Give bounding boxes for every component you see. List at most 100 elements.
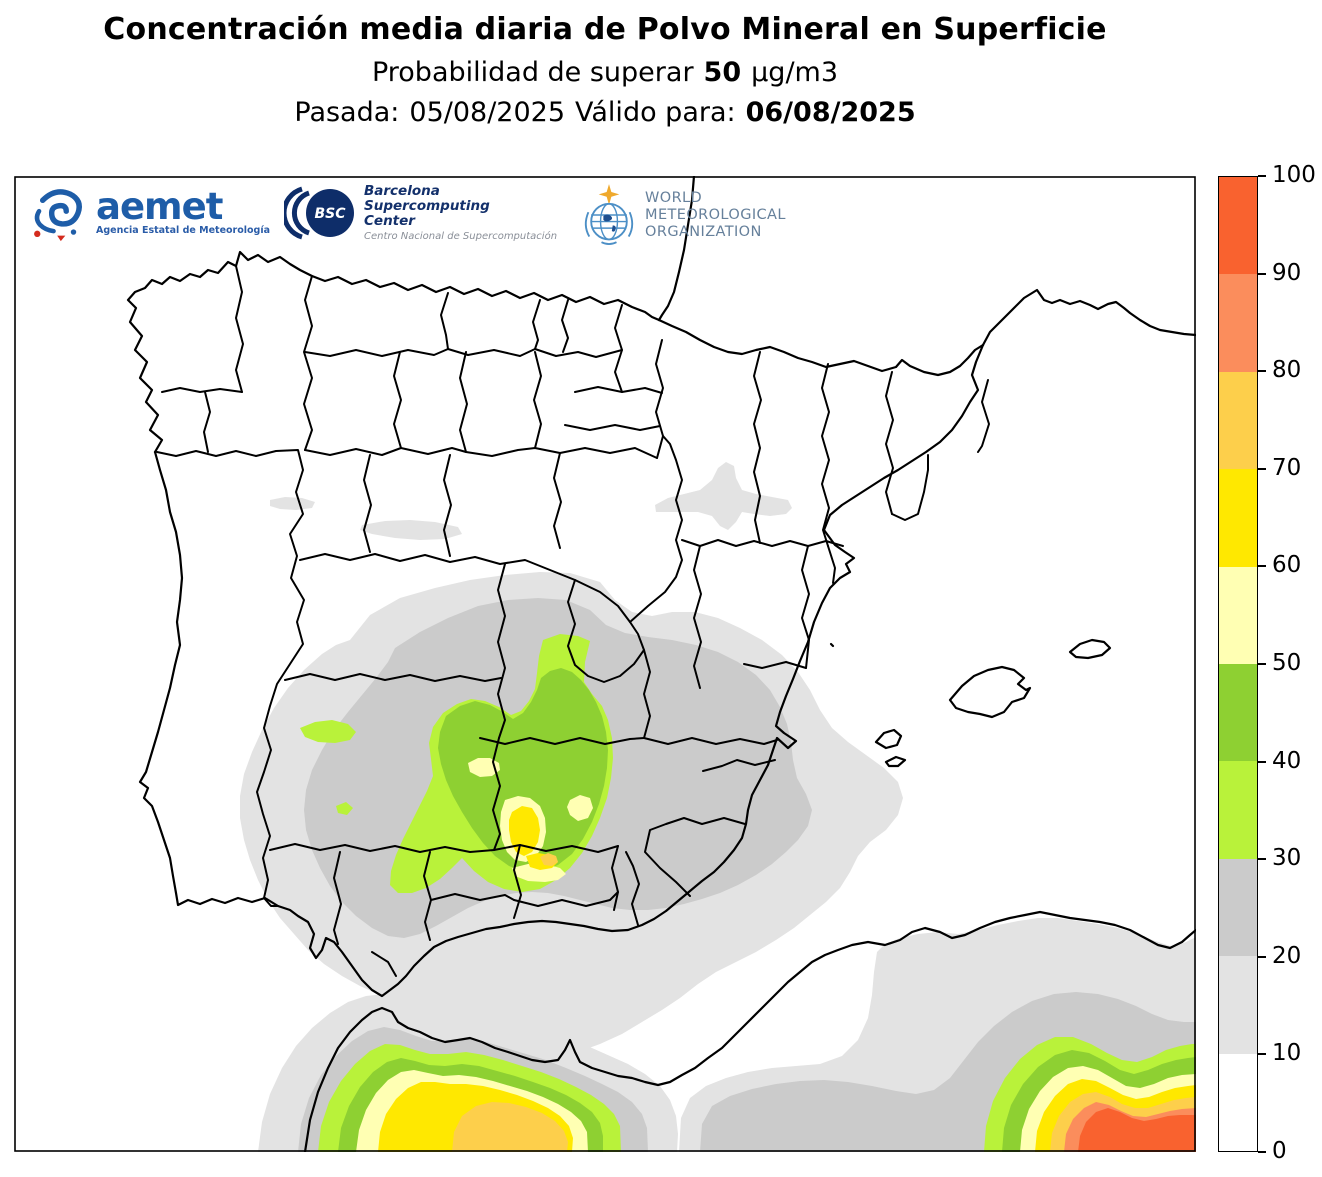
map-frame: aemet Agencia Estatal de Meteorología BS… xyxy=(14,176,1196,1152)
border-cordoba-malaga xyxy=(430,893,515,901)
border-huelva-sevilla xyxy=(333,851,342,945)
colorbar-label-100: 100 xyxy=(1272,161,1316,188)
border-rioja-south xyxy=(564,424,661,431)
colorbar-label-60: 60 xyxy=(1272,552,1302,579)
island-menorca xyxy=(1068,638,1112,660)
colorbar-tick-10 xyxy=(1258,1053,1266,1056)
aemet-logo: aemet Agencia Estatal de Meteorología xyxy=(28,184,270,242)
colorbar-tick-80 xyxy=(1258,370,1266,373)
border-asturias-cantabria xyxy=(440,292,449,350)
contour-90-algeria-core xyxy=(1078,1108,1196,1152)
colorbar-segment-80-90 xyxy=(1219,274,1257,372)
colorbar-label-20: 20 xyxy=(1272,942,1302,969)
colorbar-segment-50-60 xyxy=(1219,566,1257,664)
colorbar-segment-20-30 xyxy=(1219,858,1257,957)
coast-north-spain-galicia xyxy=(126,250,661,454)
wmo-text: WORLD METEOROLOGICAL ORGANIZATION xyxy=(645,190,786,241)
border-burgos-soria xyxy=(533,351,542,449)
border-murcia xyxy=(644,817,746,897)
border-cuenca-teruel xyxy=(693,545,702,689)
bsc-subtitle: Centro Nacional de Supercomputación xyxy=(364,231,558,242)
border-barcelona-girona xyxy=(977,379,990,453)
run-label: Pasada: xyxy=(294,97,400,128)
border-spain-portugal xyxy=(156,449,305,907)
border-pontevedra-ourense xyxy=(203,391,211,453)
border-valladolid-avila xyxy=(443,454,452,557)
logos-row: aemet Agencia Estatal de Meteorología BS… xyxy=(28,184,786,246)
border-toledo-ciudadreal xyxy=(479,737,645,745)
border-basque-navarra xyxy=(614,304,623,393)
colorbar-label-40: 40 xyxy=(1272,747,1302,774)
border-jaen-east xyxy=(611,845,619,911)
border-jaen-granada xyxy=(513,891,619,907)
colorbar-segment-40-50 xyxy=(1219,663,1257,762)
subtitle: Probabilidad de superar 50 µg/m3 xyxy=(0,57,1210,88)
border-barcelona-tarragona xyxy=(891,454,929,521)
border-teruel-castellon xyxy=(801,545,810,669)
valid-date: 06/08/2025 xyxy=(745,97,916,128)
contour-70-morocco-core xyxy=(452,1102,568,1152)
colorbar-segment-60-70 xyxy=(1219,469,1257,567)
colorbar-tick-90 xyxy=(1258,272,1266,275)
colorbar-segment-0-10 xyxy=(1219,1053,1257,1151)
border-sierra-morena xyxy=(269,843,619,853)
bsc-text: Barcelona Supercomputing Center Centro N… xyxy=(364,184,558,243)
colorbar-segment-90-100 xyxy=(1219,177,1257,275)
colorbar-label-0: 0 xyxy=(1272,1137,1287,1164)
border-cuenca-albacete xyxy=(643,737,778,745)
border-castellon-valencia xyxy=(743,661,807,669)
coast-france-mediterranean xyxy=(981,288,1196,347)
map-border xyxy=(14,176,1196,1152)
border-sistema-central xyxy=(299,553,631,623)
contour-50-spot-c xyxy=(567,795,593,821)
border-zamora-salamanca xyxy=(363,454,372,553)
bsc-logo: BSC Barcelona Supercomputing Center Cent… xyxy=(284,184,557,242)
run-line: Pasada: 05/08/2025 Válido para: 06/08/2025 xyxy=(0,97,1210,128)
border-zaragoza-huesca xyxy=(753,351,762,544)
bsc-line2: Supercomputing xyxy=(364,198,490,214)
border-badajoz-ciudadreal xyxy=(492,737,501,851)
aemet-wordmark: aemet xyxy=(96,185,223,228)
aemet-subtitle: Agencia Estatal de Meteorología xyxy=(96,225,270,236)
coast-north-africa xyxy=(303,910,1196,1152)
border-guadalajara-soria xyxy=(629,435,683,623)
aemet-text: aemet Agencia Estatal de Meteorología xyxy=(96,185,270,236)
border-segovia-soria xyxy=(553,452,562,549)
contour-fills xyxy=(240,462,1196,1152)
colorbar-tick-20 xyxy=(1258,955,1266,958)
contour-10-ebro-valley xyxy=(655,462,792,530)
island-mallorca xyxy=(948,665,1032,719)
border-galicia-east xyxy=(303,275,313,451)
colorbar-tick-0 xyxy=(1258,1151,1266,1153)
colorbar-label-90: 90 xyxy=(1272,259,1302,286)
colorbar-segments xyxy=(1218,176,1258,1152)
colorbar-segment-70-80 xyxy=(1219,371,1257,470)
aemet-swirl-icon xyxy=(34,189,82,242)
run-date: 05/08/2025 xyxy=(409,97,566,128)
valid-label: Válido para: xyxy=(575,97,736,128)
border-pyrenees xyxy=(657,318,985,377)
border-leon-palencia xyxy=(393,351,402,449)
subtitle-threshold: 50 xyxy=(703,57,742,88)
colorbar: 0 10 20 30 40 50 60 70 80 90 100 xyxy=(1218,162,1322,1164)
wmo-line2: METEOROLOGICAL xyxy=(645,206,786,223)
border-extremadura-clm xyxy=(497,563,506,739)
border-toledo-cuenca xyxy=(643,649,651,739)
border-cordoba-jaen xyxy=(513,844,522,919)
bsc-icon: BSC xyxy=(284,186,354,240)
islet-columbretes xyxy=(829,642,835,648)
border-zaragoza-teruel xyxy=(681,539,844,547)
colorbar-label-10: 10 xyxy=(1272,1040,1302,1067)
border-caceres-badajoz xyxy=(284,673,502,682)
border-sevilla-cadiz xyxy=(371,951,397,977)
colorbar-label-50: 50 xyxy=(1272,649,1302,676)
border-granada-almeria xyxy=(625,851,640,926)
colorbar-segment-30-40 xyxy=(1219,761,1257,859)
island-formentera xyxy=(884,755,907,768)
contour-70-spain-dot xyxy=(540,853,558,866)
colorbar-label-70: 70 xyxy=(1272,454,1302,481)
coast-portugal-south-east-spain xyxy=(138,343,985,998)
wmo-globe-icon xyxy=(584,184,634,245)
border-valencia-alicante xyxy=(702,759,776,772)
